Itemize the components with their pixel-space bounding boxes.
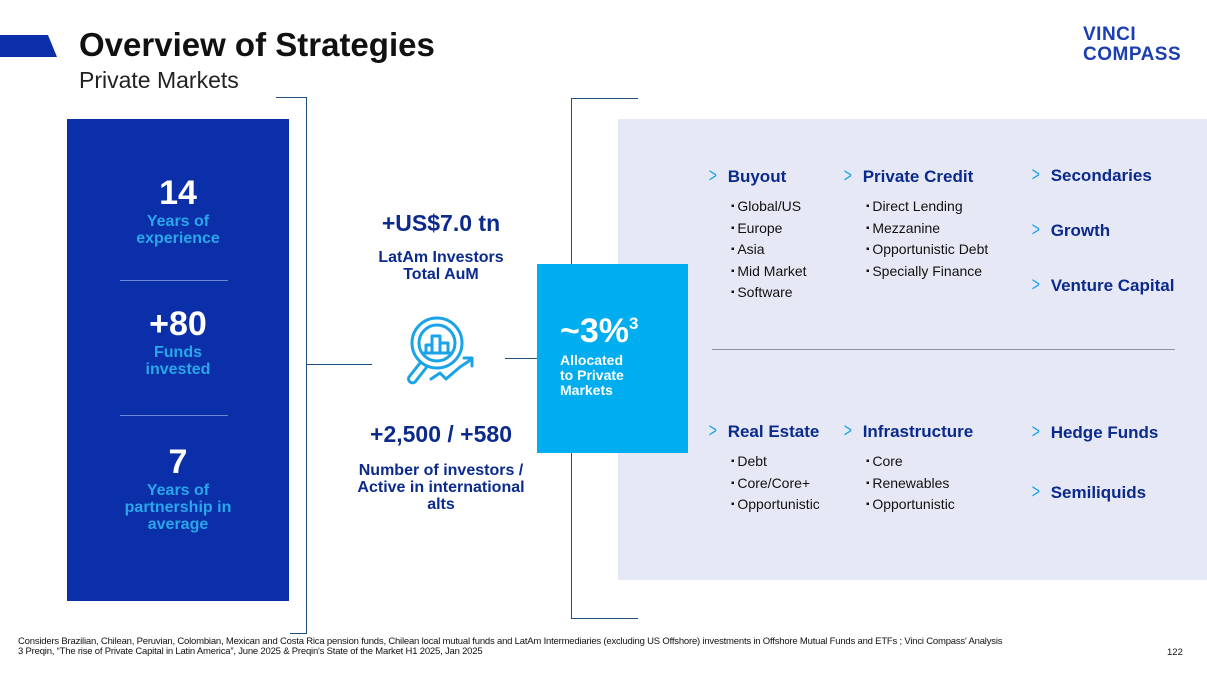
strategy-title-text: Semiliquids <box>1050 483 1147 502</box>
investors-value: +2,500 / +580 <box>370 421 512 447</box>
accent-bar <box>0 35 57 57</box>
magnifier-chart-icon <box>400 315 478 398</box>
bracket-line <box>276 97 307 98</box>
list-item: Core/Core+ <box>731 473 820 495</box>
strategy-list: DebtCore/Core+Opportunistic <box>731 451 820 516</box>
strategy-real-estate: > Real Estate DebtCore/Core+Opportunistic <box>707 420 820 516</box>
strategy-title: > Buyout <box>707 165 807 188</box>
strategy-title: > Venture Capital <box>1030 274 1175 297</box>
divider <box>120 415 228 416</box>
bracket-line <box>306 97 307 634</box>
page-number: 122 <box>1167 647 1183 658</box>
aum-label: LatAm Investors Total AuM <box>378 249 504 283</box>
stats-panel: 14 Years of experience +80 Funds invested … <box>67 119 289 601</box>
stat-value: 7 <box>168 443 188 481</box>
divider <box>120 280 228 281</box>
strategy-title-text: Real Estate <box>727 422 820 441</box>
strategy-private-credit: > Private Credit Direct LendingMezzanineOp… <box>842 165 989 282</box>
investors-label: Number of investors / Active in internat… <box>357 462 525 513</box>
stat-funds: +80 Funds invested <box>67 305 289 378</box>
stat-partnership: 7 Years of partnership in average <box>67 443 289 533</box>
chevron-right-icon: > <box>1031 274 1040 296</box>
footnote-2: 3 Preqin, “The rise of Private Capital i… <box>18 646 483 657</box>
footnote-1: Considers Brazilian, Chilean, Peruvian, … <box>18 636 1003 647</box>
strategy-title: > Growth <box>1030 219 1110 242</box>
list-item: Mid Market <box>731 261 806 283</box>
list-item: Debt <box>731 451 820 473</box>
logo: VINCI COMPASS <box>1083 25 1181 65</box>
logo-line2: COMPASS <box>1083 44 1182 65</box>
stat-label: Funds invested <box>145 344 211 378</box>
strategy-title: > Real Estate <box>707 420 820 443</box>
bracket-line <box>571 98 638 99</box>
strategy-venture-capital: > Venture Capital <box>1030 274 1175 297</box>
list-item: Core <box>866 451 973 473</box>
chevron-right-icon: > <box>1031 219 1040 241</box>
stat-experience: 14 Years of experience <box>67 174 289 247</box>
strategy-title-text: Infrastructure <box>862 422 974 441</box>
chevron-right-icon: > <box>708 420 717 442</box>
strategy-title-text: Secondaries <box>1050 166 1152 185</box>
list-item: Opportunistic Debt <box>866 239 988 261</box>
chevron-right-icon: > <box>843 165 852 187</box>
page-subtitle: Private Markets <box>79 67 239 93</box>
strategy-title-text: Growth <box>1050 221 1111 240</box>
list-item: Renewables <box>866 473 973 495</box>
list-item: Mezzanine <box>866 218 988 240</box>
footnotes: Considers Brazilian, Chilean, Peruvian, … <box>18 637 1078 657</box>
stat-value: +80 <box>149 305 207 343</box>
chevron-right-icon: > <box>843 420 852 442</box>
strategy-semiliquids: > Semiliquids <box>1030 481 1146 504</box>
chevron-right-icon: > <box>1031 164 1040 186</box>
stat-label: Years of experience <box>136 213 220 247</box>
strategy-infrastructure: > Infrastructure CoreRenewablesOpportunist… <box>842 420 973 516</box>
list-item: Direct Lending <box>866 196 988 218</box>
strategy-title: > Semiliquids <box>1030 481 1146 504</box>
allocation-value: ~3% <box>560 312 629 350</box>
allocation-label: Allocated to Private Markets <box>560 352 624 398</box>
connector-line <box>306 364 372 365</box>
logo-line1: VINCI <box>1083 24 1137 45</box>
divider <box>712 349 1175 350</box>
strategy-title: > Private Credit <box>842 165 988 188</box>
aum-value: +US$7.0 tn <box>381 210 501 236</box>
bracket-line <box>571 618 638 619</box>
strategy-list: Global/USEuropeAsiaMid MarketSoftware <box>731 196 807 304</box>
list-item: Europe <box>731 218 807 240</box>
list-item: Software <box>731 282 807 304</box>
allocation-box: ~3%3 Allocated to Private Markets <box>537 264 688 453</box>
page-title: Overview of Strategies <box>79 26 435 63</box>
chevron-right-icon: > <box>1031 481 1040 503</box>
strategy-list: Direct LendingMezzanineOpportunistic Deb… <box>866 196 988 282</box>
list-item: Specially Finance <box>866 261 988 283</box>
footnote-ref: 3 <box>629 314 639 333</box>
strategy-list: CoreRenewablesOpportunistic <box>866 451 973 516</box>
list-item: Opportunistic <box>731 494 819 516</box>
list-item: Asia <box>731 239 807 261</box>
bracket-line <box>290 633 307 634</box>
list-item: Opportunistic <box>866 494 973 516</box>
strategy-title-text: Private Credit <box>862 167 974 186</box>
chevron-right-icon: > <box>1031 421 1040 443</box>
strategy-title-text: Buyout <box>727 167 787 186</box>
strategy-title-text: Venture Capital <box>1050 276 1175 295</box>
strategy-title: > Hedge Funds <box>1030 421 1159 444</box>
strategy-secondaries: > Secondaries <box>1030 164 1152 187</box>
stat-value: 14 <box>159 174 197 212</box>
strategy-buyout: > Buyout Global/USEuropeAsiaMid MarketSoft… <box>707 165 807 304</box>
stat-label: Years of partnership in average <box>124 482 232 533</box>
chevron-right-icon: > <box>708 165 717 187</box>
list-item: Global/US <box>731 196 807 218</box>
strategy-title: > Infrastructure <box>842 420 973 443</box>
connector-line <box>505 358 537 359</box>
strategy-title: > Secondaries <box>1030 164 1152 187</box>
strategy-growth: > Growth <box>1030 219 1110 242</box>
strategy-hedge-funds: > Hedge Funds <box>1030 421 1159 444</box>
strategy-title-text: Hedge Funds <box>1050 423 1159 442</box>
